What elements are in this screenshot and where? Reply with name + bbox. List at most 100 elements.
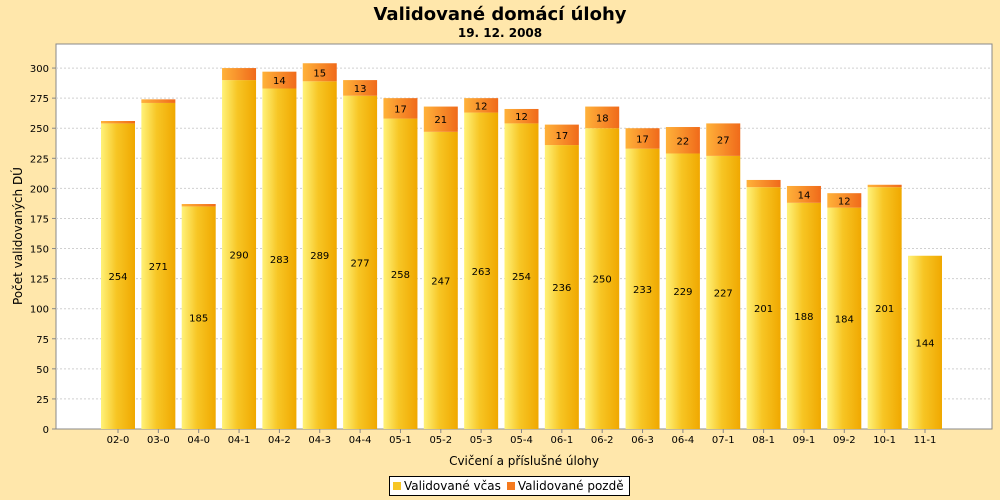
x-tick-label: 06-1 <box>550 435 573 446</box>
bar-late <box>625 128 660 149</box>
bar-late <box>585 106 620 129</box>
data-label-ontime: 229 <box>673 287 692 298</box>
bar-ontime <box>706 155 741 429</box>
bar-ontime <box>101 123 135 429</box>
y-axis-label: Počet validovaných DÚ <box>10 167 25 305</box>
bar-ontime <box>141 102 176 429</box>
x-tick-label: 04-1 <box>228 435 251 446</box>
bar-ontime <box>625 148 660 429</box>
data-label-ontime: 247 <box>431 276 450 287</box>
chart-title: Validované domácí úlohy <box>373 4 626 25</box>
bar-late <box>665 127 700 154</box>
x-tick-label: 05-1 <box>389 435 412 446</box>
bar-late <box>464 98 499 113</box>
bar-late <box>746 179 781 188</box>
data-label-ontime: 233 <box>633 285 652 296</box>
bar-ontime <box>181 206 216 429</box>
bar-ontime <box>302 81 337 429</box>
y-tick-label: 50 <box>36 365 49 376</box>
legend-label-late: Validované pozdě <box>517 479 624 493</box>
data-label-ontime: 283 <box>270 255 289 266</box>
data-label-ontime: 201 <box>875 304 894 315</box>
data-label-late: 12 <box>475 101 488 112</box>
x-tick-label: 04-2 <box>268 435 291 446</box>
y-tick-label: 300 <box>30 64 49 75</box>
data-label-late: 14 <box>798 190 811 201</box>
x-tick-label: 10-1 <box>873 435 896 446</box>
bar-ontime <box>544 145 579 429</box>
x-tick-label: 06-2 <box>591 435 614 446</box>
x-tick-label: 09-1 <box>793 435 816 446</box>
y-tick-label: 175 <box>30 214 49 225</box>
x-tick-label: 03-0 <box>147 435 170 446</box>
data-label-ontime: 144 <box>915 338 934 349</box>
bar-ontime <box>262 88 297 429</box>
bar-late <box>383 98 418 119</box>
x-tick-label: 04-3 <box>308 435 331 446</box>
data-label-late: 15 <box>313 68 326 79</box>
bars <box>101 63 942 429</box>
data-label-late: 27 <box>717 136 730 147</box>
x-tick-label: 08-1 <box>752 435 775 446</box>
y-tick-label: 100 <box>30 305 49 316</box>
bar-late <box>343 80 378 96</box>
bar-late <box>423 106 458 132</box>
data-label-ontime: 236 <box>552 283 571 294</box>
x-tick-label: 05-2 <box>429 435 452 446</box>
data-label-ontime: 184 <box>835 314 854 325</box>
data-label-ontime: 188 <box>794 312 813 323</box>
x-tick-label: 11-1 <box>914 435 937 446</box>
bar-ontime <box>464 112 499 429</box>
bar-late <box>222 68 257 81</box>
data-label-ontime: 277 <box>351 258 370 269</box>
data-label-late: 12 <box>838 196 851 207</box>
y-tick-label: 25 <box>36 395 49 406</box>
data-label-late: 22 <box>677 136 690 147</box>
x-tick-label: 07-1 <box>712 435 735 446</box>
bar-late <box>141 99 176 103</box>
x-tick-label: 04-4 <box>349 435 372 446</box>
bar-ontime <box>908 255 942 429</box>
bar-late <box>706 123 741 156</box>
data-label-late: 13 <box>354 84 367 95</box>
data-labels: 254 271 185 290 283 14 289 15 277 13 258 17 247 21 263… <box>108 68 934 349</box>
bar-late <box>262 71 297 89</box>
bar-ontime <box>867 187 902 429</box>
data-label-ontime: 271 <box>149 262 168 273</box>
data-label-late: 18 <box>596 113 609 124</box>
data-label-late: 21 <box>434 115 447 126</box>
x-axis: 02-0 03-0 04-0 04-1 04-2 04-3 04-4 05-1 05-2 05-3… <box>107 429 937 446</box>
data-label-ontime: 290 <box>230 251 249 262</box>
y-tick-label: 75 <box>36 335 49 346</box>
legend-label-ontime: Validované včas <box>404 479 501 493</box>
data-label-ontime: 201 <box>754 304 773 315</box>
bar-ontime <box>786 202 821 429</box>
x-tick-label: 09-2 <box>833 435 856 446</box>
bar-ontime <box>585 128 620 429</box>
legend-item-ontime: Validované včas <box>393 479 501 493</box>
x-tick-label: 02-0 <box>107 435 130 446</box>
bar-ontime <box>343 95 378 429</box>
legend-swatch-ontime <box>393 482 401 490</box>
x-tick-label: 05-4 <box>510 435 533 446</box>
y-tick-label: 200 <box>30 184 49 195</box>
bar-ontime <box>504 123 539 429</box>
y-tick-label: 0 <box>43 425 49 436</box>
data-label-ontime: 185 <box>189 314 208 325</box>
bar-late <box>181 204 216 207</box>
bar-late <box>504 108 539 124</box>
y-tick-label: 225 <box>30 154 49 165</box>
data-label-ontime: 289 <box>310 251 329 262</box>
bar-ontime <box>827 207 862 429</box>
bar-late <box>302 63 337 82</box>
data-label-late: 17 <box>636 134 649 145</box>
x-tick-label: 06-4 <box>672 435 695 446</box>
y-tick-label: 275 <box>30 94 49 105</box>
legend-swatch-late <box>506 482 515 490</box>
y-tick-label: 250 <box>30 124 49 135</box>
legend-item-late: Validované pozdě <box>506 479 624 493</box>
bar-late <box>101 121 135 124</box>
x-tick-label: 05-3 <box>470 435 493 446</box>
data-label-late: 12 <box>515 112 528 123</box>
